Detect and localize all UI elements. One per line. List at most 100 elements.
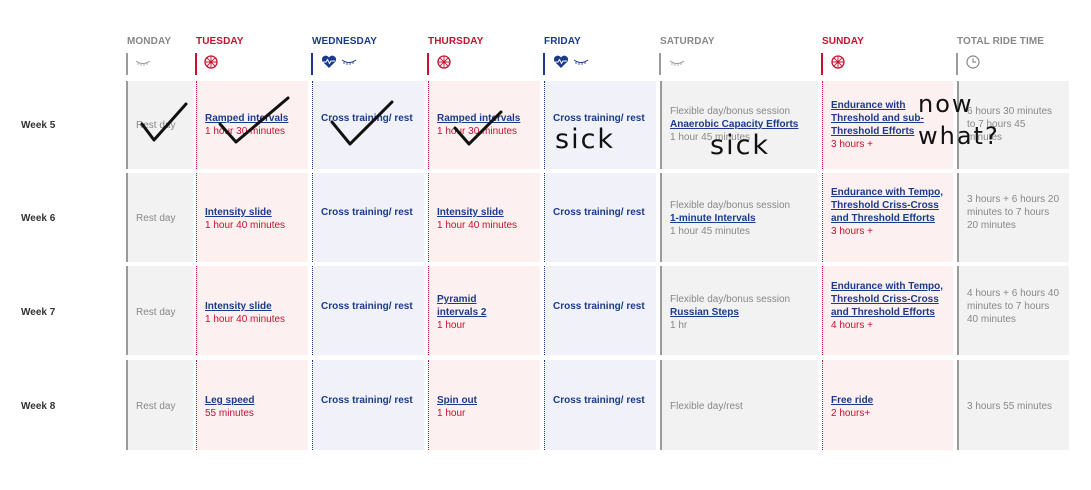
workout-link[interactable]: Free ride bbox=[831, 395, 874, 406]
heart-icon bbox=[321, 55, 337, 68]
workout-link[interactable]: Anaerobic Capacity Efforts bbox=[670, 119, 799, 130]
cell-friday: Cross training/ rest bbox=[544, 173, 656, 262]
workout-link[interactable]: Endurance with Tempo, Threshold Criss-Cr… bbox=[831, 187, 944, 224]
total-ride-time: 4 hours + 6 hours 40 minutes to 7 hours … bbox=[967, 288, 1060, 325]
workout-link[interactable]: Spin out bbox=[437, 395, 477, 406]
rest-day-text: Rest day bbox=[136, 213, 176, 224]
cell-saturday[interactable]: Flexible day/bonus session Russian Steps 1… bbox=[660, 266, 818, 355]
workout-duration: 2 hours+ bbox=[831, 408, 871, 419]
cross-training-text: Cross training/ rest bbox=[321, 207, 413, 218]
handwritten-sick-saturday: sick bbox=[710, 130, 771, 161]
cell-saturday[interactable]: Flexible day/bonus session 1-minute Inter… bbox=[660, 173, 818, 262]
cell-total: 3 hours 55 minutes bbox=[957, 360, 1069, 450]
flexible-day-text: Flexible day/bonus session bbox=[670, 106, 791, 117]
week-label: Week 5 bbox=[21, 120, 56, 131]
cell-sunday[interactable]: Free ride 2 hours+ bbox=[822, 360, 953, 450]
cell-thursday[interactable]: Ramped intervals 1 hour 30 minutes bbox=[428, 81, 540, 169]
workout-duration: 1 hour 45 minutes bbox=[670, 132, 751, 143]
sleep-icon bbox=[341, 59, 357, 65]
handwritten-what: what? bbox=[918, 122, 1000, 150]
wheel-icon bbox=[831, 55, 845, 69]
cell-thursday[interactable]: Intensity slide 1 hour 40 minutes bbox=[428, 173, 540, 262]
cell-monday: Rest day bbox=[126, 81, 193, 169]
cell-friday: Cross training/ rest bbox=[544, 266, 656, 355]
cell-monday: Rest day bbox=[126, 360, 193, 450]
header-thursday: THURSDAY bbox=[428, 36, 484, 47]
checkmark-monday bbox=[140, 102, 188, 142]
sleep-icon bbox=[573, 59, 589, 65]
cross-training-text: Cross training/ rest bbox=[553, 113, 645, 124]
workout-duration: 1 hour 45 minutes bbox=[670, 226, 751, 237]
cell-tuesday[interactable]: Intensity slide 1 hour 40 minutes bbox=[196, 266, 308, 355]
cell-thursday[interactable]: Spin out 1 hour bbox=[428, 360, 540, 450]
cell-tuesday[interactable]: Intensity slide 1 hour 40 minutes bbox=[196, 173, 308, 262]
cross-training-text: Cross training/ rest bbox=[321, 301, 413, 312]
clock-icon bbox=[966, 55, 980, 69]
flexible-day-text: Flexible day/rest bbox=[670, 401, 743, 412]
cell-saturday[interactable]: Flexible day/bonus session Anaerobic Capa… bbox=[660, 81, 818, 169]
workout-link[interactable]: Intensity slide bbox=[437, 207, 504, 218]
checkmark-thursday bbox=[453, 110, 503, 146]
total-ride-time: 3 hours + 6 hours 20 minutes to 7 hours … bbox=[967, 194, 1060, 231]
wheel-icon bbox=[204, 55, 218, 69]
workout-link[interactable]: Ramped intervals bbox=[437, 113, 521, 124]
cell-sunday[interactable]: Endurance with Tempo, Threshold Criss-Cr… bbox=[822, 173, 953, 262]
week-label: Week 8 bbox=[21, 401, 56, 412]
workout-link[interactable]: Russian Steps bbox=[670, 307, 739, 318]
workout-duration: 1 hour 40 minutes bbox=[205, 220, 286, 231]
checkmark-tuesday bbox=[218, 96, 290, 144]
workout-duration: 55 minutes bbox=[205, 408, 254, 419]
workout-link[interactable]: 1-minute Intervals bbox=[670, 213, 756, 224]
sleep-icon bbox=[669, 60, 685, 66]
workout-duration: 1 hour bbox=[437, 320, 466, 331]
cross-training-text: Cross training/ rest bbox=[553, 395, 645, 406]
header-sunday: SUNDAY bbox=[822, 36, 864, 47]
workout-link[interactable]: Ramped intervals bbox=[205, 113, 289, 124]
cell-total: 6 hours 30 minutes to 7 hours 45 minutes bbox=[957, 81, 1069, 169]
flexible-day-text: Flexible day/bonus session bbox=[670, 200, 791, 211]
wheel-icon bbox=[437, 55, 451, 69]
header-wednesday: WEDNESDAY bbox=[312, 36, 377, 47]
workout-duration: 1 hour 30 minutes bbox=[437, 126, 518, 137]
workout-duration: 1 hour bbox=[437, 408, 466, 419]
workout-duration: 1 hour 40 minutes bbox=[437, 220, 518, 231]
rest-day-text: Rest day bbox=[136, 401, 176, 412]
week-label: Week 6 bbox=[21, 213, 56, 224]
week-label: Week 7 bbox=[21, 307, 56, 318]
flexible-day-text: Flexible day/bonus session bbox=[670, 294, 791, 305]
cell-monday: Rest day bbox=[126, 173, 193, 262]
workout-link[interactable]: Intensity slide bbox=[205, 301, 272, 312]
header-monday: MONDAY bbox=[127, 36, 172, 47]
workout-duration: 3 hours + bbox=[831, 226, 873, 237]
cross-training-text: Cross training/ rest bbox=[321, 113, 413, 124]
cell-friday: Cross training/ rest bbox=[544, 360, 656, 450]
workout-link[interactable]: Intensity slide bbox=[205, 207, 272, 218]
cross-training-text: Cross training/ rest bbox=[553, 207, 645, 218]
cross-training-text: Cross training/ rest bbox=[321, 395, 413, 406]
cell-wednesday: Cross training/ rest bbox=[312, 173, 424, 262]
cell-saturday: Flexible day/rest bbox=[660, 360, 818, 450]
handwritten-now: now bbox=[918, 90, 974, 118]
workout-duration: 3 hours + bbox=[831, 139, 873, 150]
workout-duration: 1 hour 40 minutes bbox=[205, 314, 286, 325]
workout-duration: 1 hr bbox=[670, 320, 688, 331]
total-ride-time: 6 hours 30 minutes to 7 hours 45 minutes bbox=[967, 106, 1053, 143]
cell-wednesday: Cross training/ rest bbox=[312, 81, 424, 169]
rest-day-text: Rest day bbox=[136, 307, 176, 318]
cell-tuesday[interactable]: Ramped intervals 1 hour 30 minutes bbox=[196, 81, 308, 169]
workout-link[interactable]: Leg speed bbox=[205, 395, 255, 406]
header-saturday: SATURDAY bbox=[660, 36, 715, 47]
cell-thursday[interactable]: Pyramid intervals 2 1 hour bbox=[428, 266, 540, 355]
heart-icon bbox=[553, 55, 569, 68]
cell-wednesday: Cross training/ rest bbox=[312, 360, 424, 450]
cell-sunday[interactable]: Endurance with Threshold and sub-Thresho… bbox=[822, 81, 953, 169]
cell-total: 4 hours + 6 hours 40 minutes to 7 hours … bbox=[957, 266, 1069, 355]
cell-monday: Rest day bbox=[126, 266, 193, 355]
workout-link[interactable]: Pyramid intervals 2 bbox=[437, 294, 487, 318]
cell-tuesday[interactable]: Leg speed 55 minutes bbox=[196, 360, 308, 450]
workout-link[interactable]: Endurance with Threshold and sub-Thresho… bbox=[831, 100, 924, 137]
workout-duration: 1 hour 30 minutes bbox=[205, 126, 286, 137]
cell-sunday[interactable]: Endurance with Tempo, Threshold Criss-Cr… bbox=[822, 266, 953, 355]
workout-link[interactable]: Endurance with Tempo, Threshold Criss-Cr… bbox=[831, 281, 944, 318]
rest-day-text: Rest day bbox=[136, 120, 176, 131]
